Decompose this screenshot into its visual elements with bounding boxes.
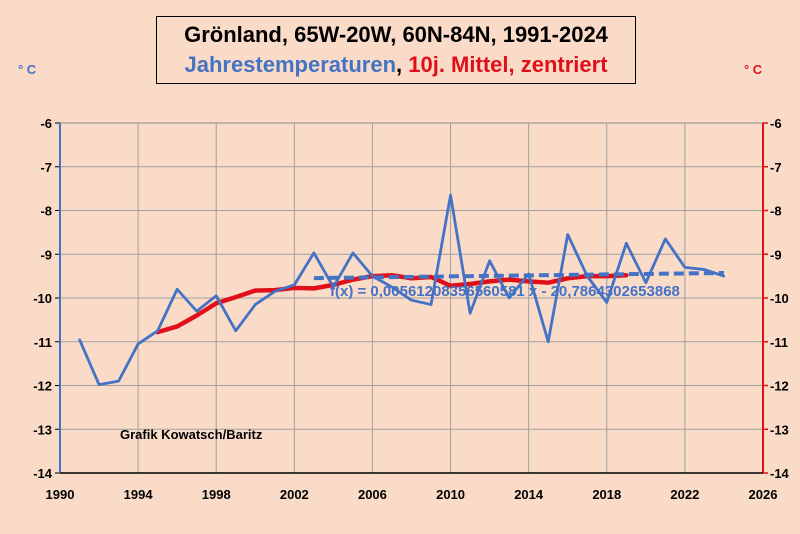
annual-data-point	[351, 251, 355, 255]
x-tick-label: 2002	[280, 487, 309, 502]
annual-data-point	[410, 298, 413, 302]
annual-data-point	[215, 294, 218, 298]
annual-data-point	[566, 233, 569, 236]
annual-data-point	[254, 303, 257, 306]
subtitle-separator: ,	[396, 52, 409, 77]
left-y-tick-label: -7	[40, 160, 52, 175]
annual-data-point	[234, 329, 237, 333]
annual-data-point	[527, 272, 530, 276]
annual-data-point	[683, 266, 687, 269]
trendline	[313, 270, 724, 281]
annual-data-point	[117, 379, 120, 383]
annual-data-point	[722, 274, 726, 278]
annual-data-point	[625, 242, 628, 245]
trendline-label: f(x) = 0,00561208356560581 x - 20,786430…	[330, 283, 680, 300]
right-y-tick-label: -14	[770, 466, 790, 481]
subtitle-mean: 10j. Mittel, zentriert	[408, 52, 608, 77]
grid	[59, 122, 764, 474]
annual-data-point	[546, 340, 550, 343]
x-tick-label: 2010	[436, 487, 465, 502]
annual-data-point	[664, 237, 667, 241]
annual-data-point	[488, 259, 491, 263]
annual-data-point	[703, 268, 706, 271]
annual-data-point	[97, 383, 101, 386]
chart-subtitle: Jahrestemperaturen, 10j. Mittel, zentrie…	[157, 50, 635, 80]
right-y-tick-label: -8	[770, 204, 782, 219]
right-y-tick-label: -13	[770, 422, 789, 437]
right-y-tick-label: -9	[770, 247, 782, 262]
left-y-tick-label: -12	[33, 379, 52, 394]
annual-data-point	[312, 251, 316, 255]
annual-data-point	[429, 303, 433, 306]
chart-credit: Grafik Kowatsch/Baritz	[120, 427, 263, 442]
annual-data-point	[156, 329, 159, 333]
series-layer	[78, 193, 726, 387]
x-tick-label: 1998	[202, 487, 231, 502]
left-y-tick-label: -13	[33, 422, 52, 437]
right-y-tick-label: -10	[770, 291, 789, 306]
x-tick-label: 2014	[514, 487, 544, 502]
right-y-tick-label: -7	[770, 160, 782, 175]
x-tick-label: 2018	[592, 487, 621, 502]
right-y-tick-label: -6	[770, 116, 782, 131]
chart-title-box: Grönland, 65W-20W, 60N-84N, 1991-2024 Ja…	[156, 16, 636, 84]
tick-labels: 1990 1994 1998 2002 2006 2010 2014 2018 2022 2026…	[33, 116, 789, 502]
annual-data-point	[371, 274, 374, 278]
left-y-tick-label: -8	[40, 204, 52, 219]
subtitle-annual: Jahrestemperaturen	[184, 52, 397, 77]
axes	[55, 122, 768, 474]
left-y-tick-label: -11	[34, 335, 52, 350]
x-tick-label: 1994	[124, 487, 154, 502]
annual-data-point	[468, 312, 472, 315]
left-axis-unit: ° C	[18, 62, 37, 77]
left-y-tick-label: -10	[33, 291, 52, 306]
x-tick-label: 2026	[749, 487, 778, 502]
right-axis-unit: ° C	[744, 62, 763, 77]
annual-data-point	[175, 288, 179, 291]
chart-title: Grönland, 65W-20W, 60N-84N, 1991-2024	[184, 22, 608, 47]
annual-data-point	[605, 301, 608, 304]
annual-data-point	[273, 290, 277, 293]
right-y-tick-label: -12	[770, 379, 789, 394]
x-tick-label: 2022	[670, 487, 699, 502]
annual-data-point	[449, 193, 452, 197]
series-line-annual	[78, 193, 725, 387]
annual-data-point	[195, 309, 198, 313]
annual-data-point	[136, 342, 140, 346]
annual-data-point	[586, 274, 589, 278]
annual-data-point	[78, 338, 81, 341]
x-tick-label: 2006	[358, 487, 387, 502]
x-tick-label: 1990	[46, 487, 75, 502]
left-y-tick-label: -14	[33, 466, 53, 481]
left-y-tick-label: -9	[40, 247, 52, 262]
annual-data-point	[644, 281, 648, 284]
annual-data-point	[332, 285, 335, 289]
annual-data-point	[390, 285, 394, 289]
annual-data-point	[293, 283, 296, 287]
left-y-tick-label: -6	[40, 116, 52, 131]
annual-data-point	[507, 296, 511, 300]
right-y-tick-label: -11	[770, 335, 788, 350]
